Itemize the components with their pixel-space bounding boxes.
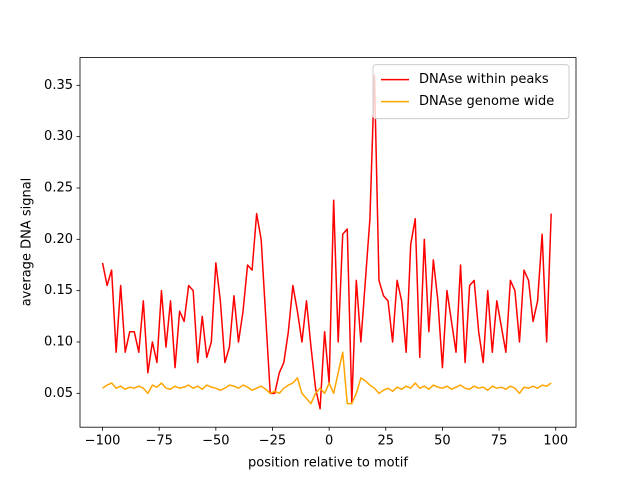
x-tick-label: 0	[325, 434, 333, 449]
y-axis-label: average DNA signal	[20, 178, 35, 307]
y-tick-label: 0.35	[44, 78, 73, 93]
x-tick-label: −50	[202, 434, 229, 449]
x-tick-label: −75	[145, 434, 172, 449]
series-line	[102, 351, 552, 405]
y-tick-label: 0.20	[44, 232, 73, 247]
x-tick-label: 50	[434, 434, 451, 449]
y-tick-label: 0.15	[44, 283, 73, 298]
legend-label: DNAse within peaks	[419, 72, 549, 87]
x-axis-label: position relative to motif	[248, 456, 408, 471]
y-tick-label: 0.05	[44, 386, 73, 401]
plot-frame	[79, 57, 577, 428]
x-tick-label: −25	[259, 434, 286, 449]
x-tick-label: 25	[378, 434, 395, 449]
legend-box	[372, 64, 570, 120]
y-tick-label: 0.10	[44, 334, 73, 349]
x-tick-label: 100	[543, 434, 568, 449]
x-tick-label: 75	[491, 434, 508, 449]
series-line	[101, 74, 552, 410]
x-tick-label: −100	[85, 434, 121, 449]
y-tick-label: 0.30	[44, 129, 73, 144]
y-tick-label: 0.25	[44, 180, 73, 195]
legend-label: DNAse genome wide	[419, 94, 554, 109]
